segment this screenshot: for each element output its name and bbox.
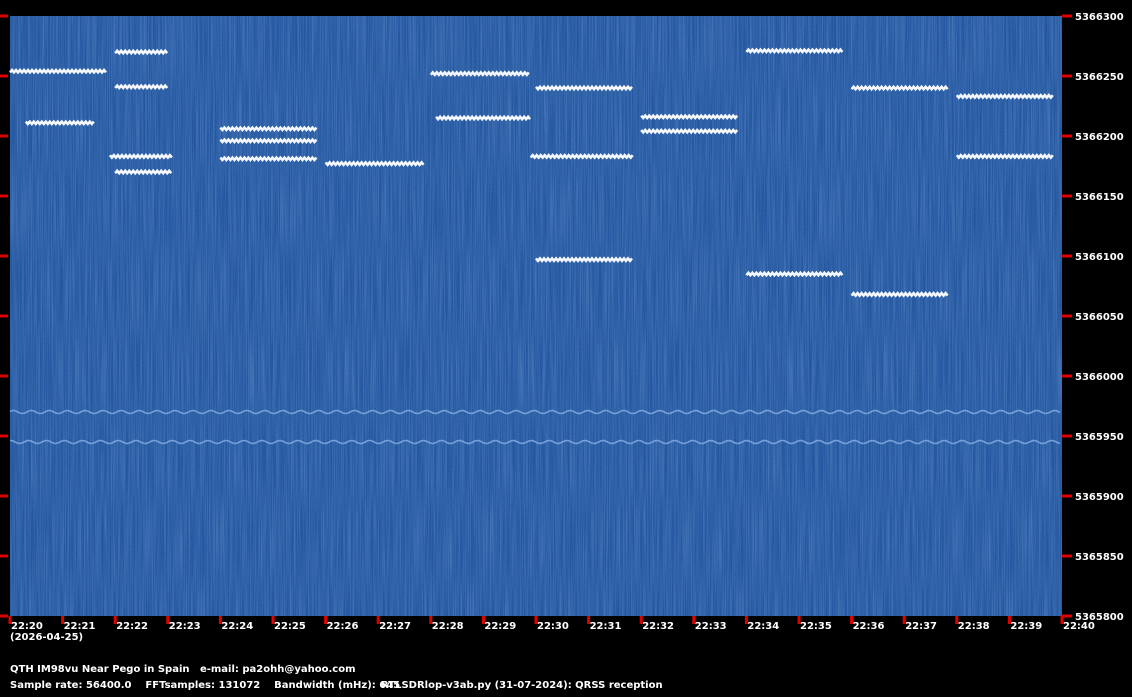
plot-noise-speckle [10,16,1062,616]
signal-trace-7 [219,137,318,145]
y-tick-label-9: 5365850 [1075,552,1124,563]
x-tick-label-8: 22:28 [432,621,464,632]
y-tick-label-5: 5366050 [1075,312,1124,323]
signal-trace-22 [955,153,1054,160]
x-tick-label-1: 22:21 [64,621,96,632]
x-axis: 22:20 22:21 22:22 22:23 22:24 22:25 22:26 22:27… [8,616,1095,632]
software-line: RTLSDRlop-v3ab.py (31-07-2024): QRSS rec… [381,680,663,691]
signal-trace-4 [108,153,173,160]
background-line-1 [9,439,1061,445]
y-tick-label-7: 5365950 [1075,432,1124,443]
y-tick-label-10: 5365800 [1075,612,1124,623]
signal-trace-19 [850,84,949,92]
x-tick-label-3: 22:23 [169,621,201,632]
y-tick-label-3: 5366150 [1075,192,1124,203]
signal-trace-9 [324,160,425,167]
signal-trace-20 [850,291,949,298]
waterfall-chart: 5366300 5366250 5366200 5366150 5366100 53660… [0,12,1124,632]
x-tick-label-19: 22:39 [1010,621,1042,632]
y-tick-label-4: 5366100 [1075,252,1124,263]
x-tick-label-15: 22:35 [800,621,832,632]
signal-trace-11 [435,114,532,122]
x-tick-label-2: 22:22 [116,621,148,632]
y-tick-label-8: 5365900 [1075,492,1124,503]
x-tick-label-6: 22:26 [327,621,359,632]
x-tick-label-12: 22:32 [642,621,674,632]
x-tick-label-10: 22:30 [537,621,569,632]
signal-trace-16 [640,127,739,135]
x-tick-label-9: 22:29 [484,621,516,632]
x-tick-label-18: 22:38 [958,621,990,632]
y-axis: 5366300 5366250 5366200 5366150 5366100 53660… [0,12,1124,623]
x-tick-label-4: 22:24 [221,621,253,632]
x-tick-label-11: 22:31 [590,621,622,632]
y-tick-label-6: 5366000 [1075,372,1124,383]
x-tick-label-0: 22:20 [11,621,43,632]
signal-trace-2 [114,48,169,56]
x-tick-label-17: 22:37 [905,621,937,632]
signal-trace-1 [24,119,95,127]
signal-trace-8 [219,155,318,163]
signal-trace-5 [114,168,173,176]
background-lines [9,409,1061,445]
y-tick-label-0: 5366300 [1075,12,1124,23]
signal-trace-12 [535,84,633,92]
x-tick-label-20: 22:40 [1063,621,1095,632]
chart-svg: 5366300 5366250 5366200 5366150 5366100 53660… [0,12,1124,632]
qth-line: QTH IM98vu Near Pego in Spain e-mail: pa… [10,664,356,675]
signal-trace-14 [535,256,633,263]
signal-trace-13 [529,153,634,160]
signal-trace-21 [955,93,1054,100]
x-tick-label-16: 22:36 [853,621,885,632]
params-line: Sample rate: 56400.0 FFTsamples: 131072 … [10,680,401,691]
signal-trace-10 [429,70,530,77]
signal-trace-6 [219,125,318,133]
y-tick-label-1: 5366250 [1075,72,1124,83]
signal-traces [9,47,1054,298]
signal-trace-17 [745,47,844,55]
signal-trace-3 [114,83,169,91]
signal-trace-0 [9,67,107,75]
y-tick-label-2: 5366200 [1075,132,1124,143]
background-line-0 [9,409,1061,415]
x-tick-label-7: 22:27 [379,621,411,632]
signal-trace-18 [745,270,844,278]
date-label: (2026-04-25) [10,632,84,643]
signal-trace-15 [640,113,739,121]
x-tick-label-13: 22:33 [695,621,727,632]
x-tick-label-14: 22:34 [747,621,779,632]
x-tick-label-5: 22:25 [274,621,306,632]
